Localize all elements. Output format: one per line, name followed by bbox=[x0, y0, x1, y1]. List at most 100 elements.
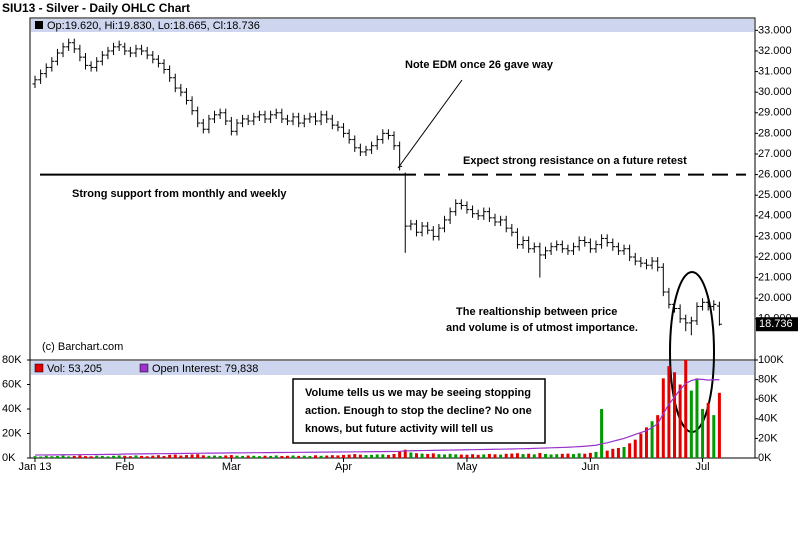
volume-bar bbox=[162, 456, 166, 458]
y2-tick-label: 20K bbox=[758, 432, 778, 444]
volume-bar bbox=[263, 455, 267, 458]
volume-bar bbox=[61, 455, 65, 458]
volume-bar bbox=[678, 384, 682, 458]
volume-bar bbox=[605, 450, 609, 458]
volume-bar bbox=[622, 446, 626, 458]
volume-bar bbox=[55, 456, 59, 458]
volume-bar bbox=[392, 453, 396, 458]
volume-bar bbox=[600, 409, 604, 458]
y-tick-label: 28.000 bbox=[758, 127, 792, 139]
volume-bar bbox=[566, 453, 570, 458]
y2-tick-label: 100K bbox=[758, 354, 784, 366]
volume-bar bbox=[285, 455, 289, 458]
volume-bar bbox=[207, 455, 211, 458]
volume-bar bbox=[353, 454, 357, 458]
volume-bar bbox=[168, 454, 172, 458]
volume-bar bbox=[128, 456, 132, 458]
volume-bar bbox=[257, 456, 261, 458]
legend-swatch bbox=[139, 363, 149, 373]
y-tick-label: 22.000 bbox=[758, 251, 792, 263]
x-tick-label: Mar bbox=[222, 461, 241, 473]
volume-bar bbox=[476, 454, 480, 458]
volume-bar bbox=[560, 453, 564, 458]
volume-bar bbox=[712, 415, 716, 458]
y-tick-label: 23.000 bbox=[758, 230, 792, 242]
volume-bar bbox=[493, 454, 497, 458]
volume-bar bbox=[706, 402, 710, 458]
volume-bar bbox=[420, 453, 424, 458]
volume-bar bbox=[370, 454, 374, 458]
volume-bar bbox=[67, 456, 71, 458]
volume-bar bbox=[224, 455, 228, 458]
volume-bar bbox=[538, 452, 542, 458]
volume-bar bbox=[319, 455, 323, 458]
volume-bar bbox=[717, 392, 721, 458]
legend-swatch bbox=[35, 21, 43, 29]
volume-bar bbox=[95, 455, 99, 458]
volume-bar bbox=[112, 455, 116, 458]
annotation: and volume is of utmost importance. bbox=[446, 322, 638, 334]
volume-bar bbox=[156, 455, 160, 458]
last-price-label: 18.736 bbox=[759, 318, 793, 330]
volume-bar bbox=[499, 454, 503, 458]
volume-bar bbox=[291, 455, 295, 458]
y-tick-label: 24.000 bbox=[758, 210, 792, 222]
vol-tick-label: 40K bbox=[2, 403, 22, 415]
volume-bar bbox=[241, 455, 245, 458]
volume-bar bbox=[465, 454, 469, 458]
ohlc-header: Op:19.620, Hi:19.830, Lo:18.665, Cl:18.7… bbox=[47, 20, 260, 32]
volume-bar bbox=[106, 456, 110, 458]
y-tick-label: 27.000 bbox=[758, 148, 792, 160]
volume-bar bbox=[229, 455, 233, 458]
volume-bar bbox=[72, 455, 76, 458]
volume-bar bbox=[173, 454, 177, 458]
volume-bar bbox=[695, 378, 699, 458]
annotation: Expect strong resistance on a future ret… bbox=[463, 155, 687, 167]
chart-title: SIU13 - Silver - Daily OHLC Chart bbox=[2, 1, 190, 15]
legend-label: Vol: 53,205 bbox=[47, 363, 102, 375]
volume-bar bbox=[145, 456, 149, 458]
volume-bar bbox=[650, 421, 654, 458]
volume-bar bbox=[151, 455, 155, 458]
annotation: Strong support from monthly and weekly bbox=[72, 188, 287, 200]
vol-tick-label: 80K bbox=[2, 354, 22, 366]
volume-bar bbox=[302, 455, 306, 458]
volume-bar bbox=[426, 453, 430, 458]
volume-bar bbox=[616, 447, 620, 458]
volume-bar bbox=[347, 454, 351, 458]
volume-bar bbox=[184, 455, 188, 458]
arrow-line bbox=[397, 79, 463, 169]
x-tick-label: Feb bbox=[115, 461, 134, 473]
legend-label: Open Interest: 79,838 bbox=[152, 363, 258, 375]
volume-bar bbox=[588, 452, 592, 458]
vol-tick-label: 20K bbox=[2, 427, 22, 439]
y-tick-label: 21.000 bbox=[758, 271, 792, 283]
price-header-strip bbox=[31, 19, 754, 32]
volume-bar bbox=[510, 453, 514, 458]
y-tick-label: 29.000 bbox=[758, 107, 792, 119]
volume-bar bbox=[527, 453, 531, 458]
x-tick-label: Jun bbox=[581, 461, 599, 473]
volume-bar bbox=[179, 455, 183, 458]
volume-bar bbox=[274, 455, 278, 458]
volume-bar bbox=[572, 454, 576, 458]
volume-bar bbox=[190, 454, 194, 458]
volume-bar bbox=[414, 453, 418, 458]
volume-bar bbox=[403, 449, 407, 458]
volume-bar bbox=[661, 378, 665, 458]
volume-bar bbox=[342, 454, 346, 458]
volume-bar bbox=[89, 456, 93, 458]
volume-bar bbox=[583, 453, 587, 458]
volume-bar bbox=[504, 453, 508, 458]
annotation: The realtionship between price bbox=[456, 306, 617, 318]
volume-bar bbox=[33, 456, 37, 458]
volume-bar bbox=[235, 455, 239, 458]
volume-bar bbox=[454, 454, 458, 458]
volume-bar bbox=[140, 455, 144, 458]
x-tick-label: Apr bbox=[335, 461, 352, 473]
vol-tick-label: 0K bbox=[2, 452, 16, 464]
annotation: Note EDM once 26 gave way bbox=[405, 59, 554, 71]
y-tick-label: 31.000 bbox=[758, 65, 792, 77]
volume-bar bbox=[78, 455, 82, 458]
volume-bar bbox=[443, 454, 447, 458]
